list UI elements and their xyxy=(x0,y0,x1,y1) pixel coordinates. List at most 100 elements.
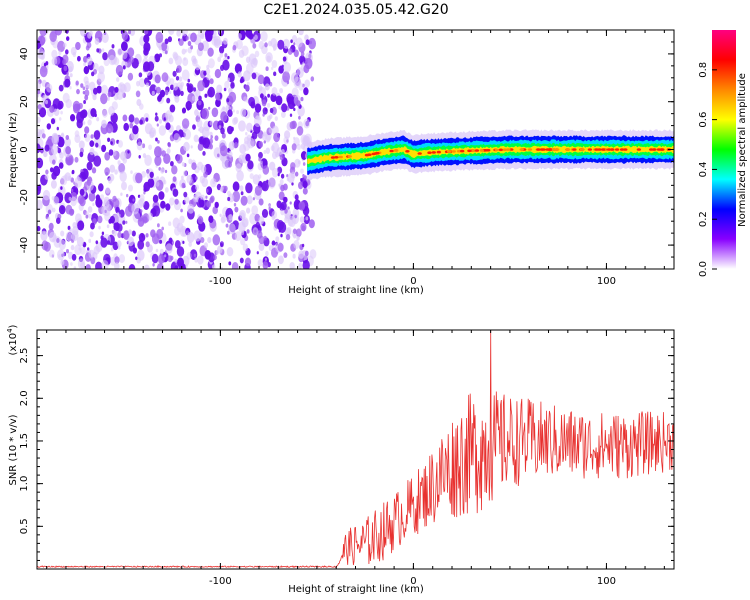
noise-blob xyxy=(95,142,99,148)
noise-blob xyxy=(37,81,41,90)
noise-blob xyxy=(70,262,73,266)
noise-blob xyxy=(283,196,288,203)
noise-blob xyxy=(169,197,175,206)
signal-peak xyxy=(506,148,511,151)
noise-blob xyxy=(117,140,123,148)
noise-blob xyxy=(299,216,305,223)
noise-blob xyxy=(193,134,199,143)
noise-blob xyxy=(129,123,134,129)
noise-blob xyxy=(67,225,71,230)
noise-blob xyxy=(263,150,267,154)
colorbar: 0.0 0.2 0.4 0.6 0.8 Normalized spectral ampl… xyxy=(698,30,748,277)
noise-blob xyxy=(273,132,280,143)
noise-blob xyxy=(267,93,270,98)
noise-blob xyxy=(122,51,128,60)
noise-blob xyxy=(93,130,101,140)
noise-blob xyxy=(180,90,184,96)
noise-blob xyxy=(73,188,77,193)
noise-blob xyxy=(291,143,297,151)
noise-blob xyxy=(205,195,208,199)
noise-blob xyxy=(110,141,113,145)
signal-peak xyxy=(436,150,441,154)
noise-blob xyxy=(304,79,311,88)
noise-blob xyxy=(263,140,266,144)
snr-y-label: SNR (10 * v/v) xyxy=(8,414,19,485)
noise-blob xyxy=(180,208,183,213)
noise-blob xyxy=(178,76,183,82)
noise-blob xyxy=(282,38,290,49)
noise-blob xyxy=(155,137,158,142)
noise-blob xyxy=(254,185,262,196)
noise-blob xyxy=(97,215,103,224)
signal-peak xyxy=(486,148,491,152)
noise-blob xyxy=(121,59,128,69)
noise-blob xyxy=(105,123,113,134)
noise-blob xyxy=(159,248,164,255)
noise-blob xyxy=(308,37,316,50)
noise-blob xyxy=(45,99,48,105)
noise-blob xyxy=(234,63,242,74)
noise-blob xyxy=(190,32,197,43)
noise-blob xyxy=(310,76,315,82)
noise-blob xyxy=(261,99,267,107)
noise-blob xyxy=(130,170,133,175)
noise-blob xyxy=(281,149,285,155)
noise-blob xyxy=(275,236,280,242)
noise-blob xyxy=(283,252,288,258)
noise-blob xyxy=(155,181,160,187)
noise-blob xyxy=(90,256,96,265)
noise-blob xyxy=(303,175,307,180)
noise-blob xyxy=(266,103,271,108)
noise-blob xyxy=(291,35,298,43)
noise-blob xyxy=(98,65,105,75)
y-tick-label: 2.0 xyxy=(19,390,30,406)
noise-blob xyxy=(69,208,74,216)
noise-blob xyxy=(201,126,210,138)
signal-peak xyxy=(565,148,571,151)
noise-blob xyxy=(96,85,102,94)
noise-blob xyxy=(51,134,60,145)
noise-blob xyxy=(251,72,257,80)
noise-blob xyxy=(240,108,247,117)
noise-blob xyxy=(176,246,185,257)
colorbar-tick-label: 0.8 xyxy=(698,62,709,78)
noise-blob xyxy=(302,174,305,178)
noise-blob xyxy=(271,210,278,219)
noise-blob xyxy=(301,225,306,232)
noise-blob xyxy=(264,257,267,261)
signal-peak xyxy=(393,149,399,152)
noise-blob xyxy=(100,237,108,248)
noise-blob xyxy=(197,255,204,265)
noise-blob xyxy=(46,83,53,93)
noise-blob xyxy=(280,173,285,179)
noise-blob xyxy=(232,181,240,192)
noise-blob xyxy=(85,264,91,269)
noise-blob xyxy=(84,94,89,101)
noise-blob xyxy=(181,175,184,180)
noise-blob xyxy=(198,66,201,70)
noise-blob xyxy=(49,31,57,43)
spectrogram-y-label: Frequency (Hz) xyxy=(8,112,19,188)
noise-blob xyxy=(303,87,309,96)
noise-blob xyxy=(308,219,315,229)
signal-peak xyxy=(467,149,472,153)
noise-blob xyxy=(291,182,294,186)
noise-blob xyxy=(198,136,205,145)
noise-blob xyxy=(107,96,110,101)
noise-blob xyxy=(129,230,133,235)
noise-blob xyxy=(37,93,40,98)
noise-blob xyxy=(92,202,95,207)
noise-blob xyxy=(159,239,163,244)
noise-blob xyxy=(114,169,118,175)
noise-blob xyxy=(77,258,86,269)
noise-blob xyxy=(198,30,205,38)
noise-blob xyxy=(74,176,83,188)
noise-blob xyxy=(95,197,103,208)
noise-blob xyxy=(86,161,93,171)
noise-blob xyxy=(200,237,205,243)
signal-peak xyxy=(609,148,615,151)
noise-blob xyxy=(258,174,262,179)
noise-blob xyxy=(174,95,180,103)
noise-blob xyxy=(163,180,167,185)
colorbar-tick-label: 0.0 xyxy=(698,261,709,277)
